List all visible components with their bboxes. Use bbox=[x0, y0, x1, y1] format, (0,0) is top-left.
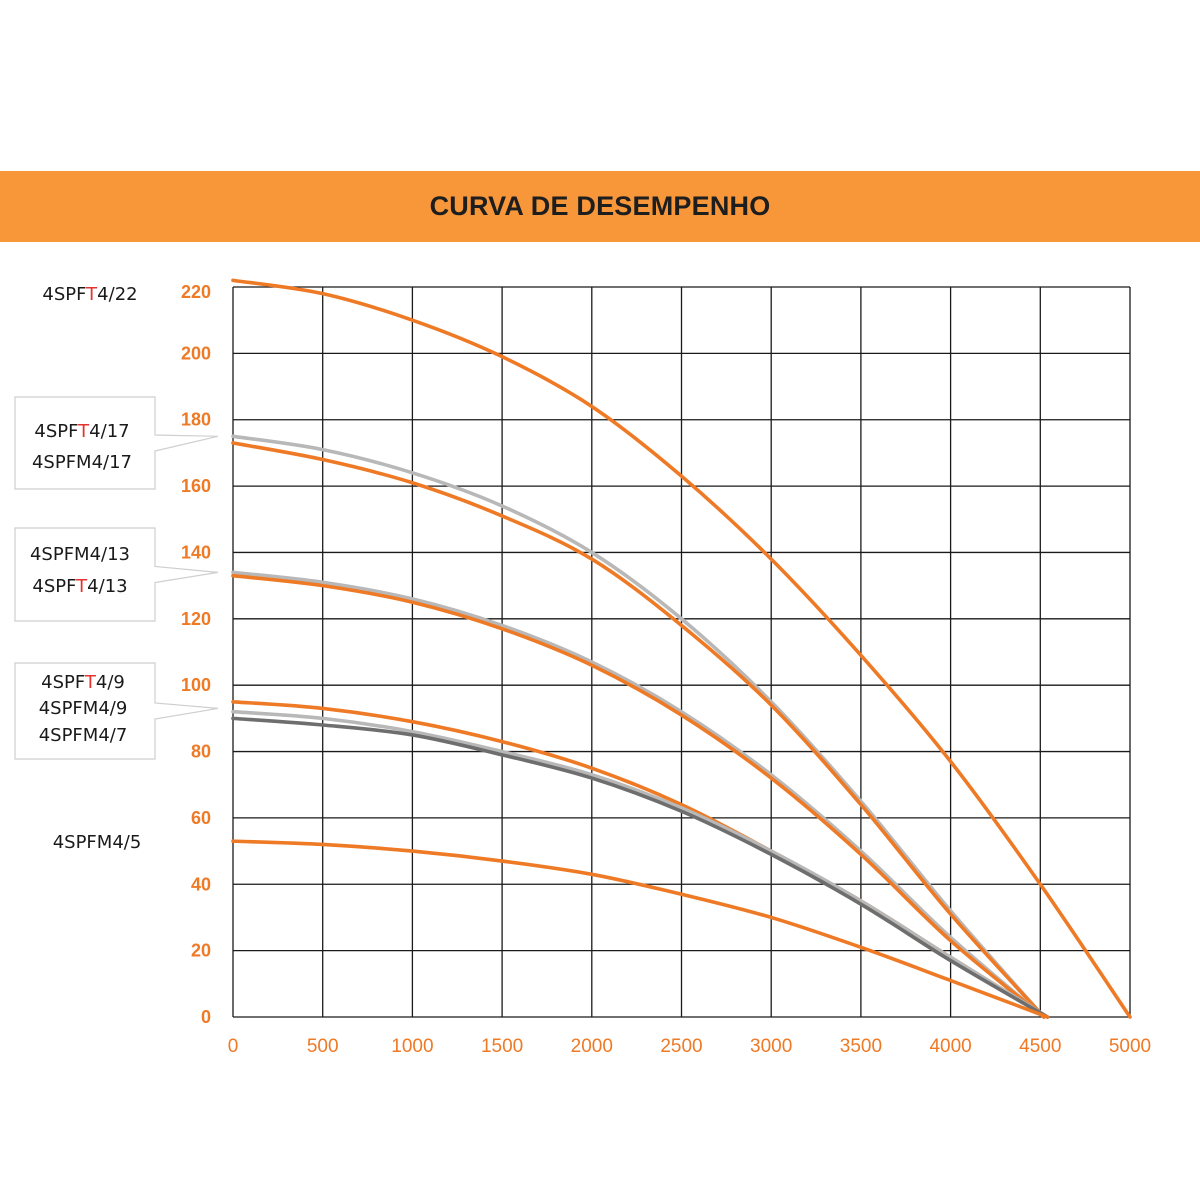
title-banner: CURVA DE DESEMPENHO bbox=[0, 171, 1200, 242]
model-labels: 4SPFT4/22 4SPFT4/17 4SPFM4/17 4SPFM4/13 4SPF… bbox=[30, 284, 141, 853]
series-layer bbox=[231, 278, 1132, 1019]
x-tick-label: 3000 bbox=[750, 1036, 792, 1057]
series-line-2 bbox=[231, 441, 1046, 1019]
y-tick-label: 20 bbox=[191, 941, 211, 961]
x-tick-label: 1500 bbox=[481, 1036, 523, 1057]
y-tick-label: 160 bbox=[181, 476, 211, 496]
series-line-3 bbox=[231, 570, 1046, 1019]
y-tick-label: 40 bbox=[191, 874, 211, 894]
y-tick-label: 60 bbox=[191, 808, 211, 828]
x-tick-label: 3500 bbox=[840, 1036, 882, 1057]
x-tick-label: 5000 bbox=[1109, 1036, 1151, 1057]
y-tick-label: 200 bbox=[181, 343, 211, 363]
model-label-group1: 4SPFM4/17 bbox=[32, 452, 132, 473]
y-tick-label: 0 bbox=[201, 1007, 211, 1027]
callout-layer bbox=[14, 396, 219, 760]
callout-box-3 bbox=[14, 662, 219, 760]
series-line-8 bbox=[231, 839, 1050, 1019]
y-tick-labels: 0 20 40 60 80 100 120 140 160 180 200 220 bbox=[181, 282, 211, 1027]
y-tick-label: 120 bbox=[181, 609, 211, 629]
series-line-4 bbox=[231, 573, 1046, 1019]
series-line-0 bbox=[231, 278, 1132, 1019]
x-tick-labels: 0 500 1000 1500 2000 2500 3000 3500 4000 4500 5000 bbox=[228, 1036, 1151, 1057]
y-tick-label: 180 bbox=[181, 410, 211, 430]
series-line-6 bbox=[231, 709, 1050, 1019]
model-label-group3: 4SPFM4/7 bbox=[39, 725, 128, 746]
series-line-7 bbox=[231, 716, 1050, 1019]
x-tick-label: 4000 bbox=[929, 1036, 971, 1057]
series-line-1 bbox=[231, 434, 1046, 1019]
callout-box-2 bbox=[14, 527, 219, 622]
x-tick-label: 2500 bbox=[660, 1036, 702, 1057]
model-label-group3: 4SPFT4/9 bbox=[41, 672, 125, 693]
y-tick-label: 100 bbox=[181, 675, 211, 695]
callout-box-1 bbox=[14, 396, 219, 490]
model-label-group2: 4SPFT4/13 bbox=[32, 576, 127, 597]
model-label-group1: 4SPFT4/17 bbox=[34, 421, 129, 442]
x-tick-label: 4500 bbox=[1019, 1036, 1061, 1057]
model-label-group4: 4SPFM4/5 bbox=[53, 832, 142, 853]
y-tick-label: 220 bbox=[181, 282, 211, 302]
x-tick-label: 1000 bbox=[391, 1036, 433, 1057]
model-label-group3: 4SPFM4/9 bbox=[39, 698, 128, 719]
model-label-group0: 4SPFT4/22 bbox=[42, 284, 137, 305]
y-tick-label: 140 bbox=[181, 542, 211, 562]
grid-layer bbox=[232, 286, 1131, 1018]
x-tick-label: 0 bbox=[228, 1036, 239, 1057]
y-tick-label: 80 bbox=[191, 742, 211, 762]
x-tick-label: 500 bbox=[307, 1036, 339, 1057]
model-label-group2: 4SPFM4/13 bbox=[30, 544, 130, 565]
x-tick-label: 2000 bbox=[571, 1036, 613, 1057]
chart-title: CURVA DE DESEMPENHO bbox=[429, 191, 771, 221]
